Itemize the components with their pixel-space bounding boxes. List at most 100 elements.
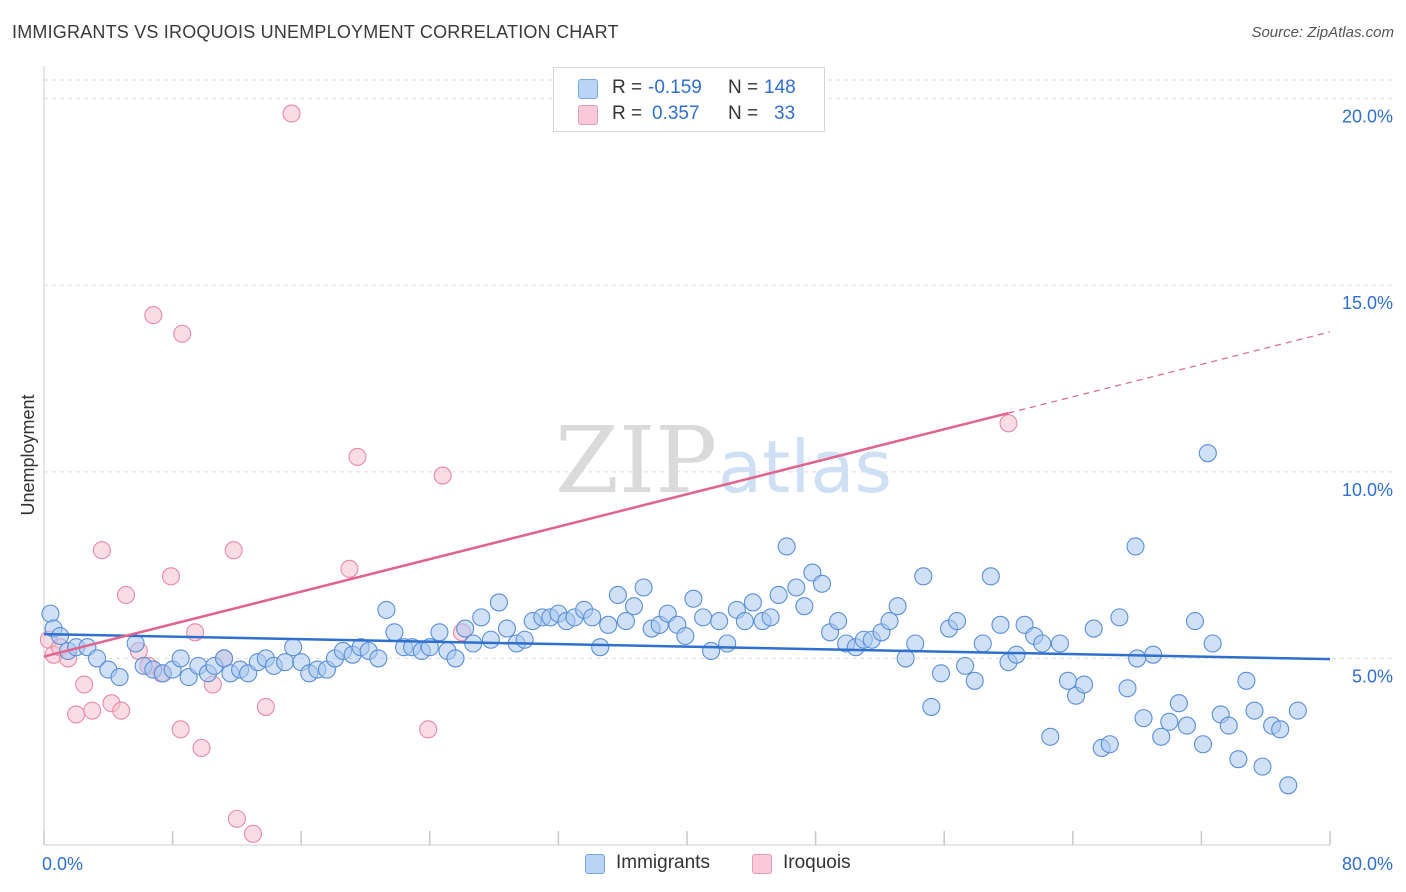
iroquois-point [282,104,301,123]
immigrants-point [1279,776,1298,795]
iroquois-trendline-extension [1008,331,1331,414]
legend-n-label: N = [728,77,759,98]
y-tick-label: 15.0% [1342,293,1393,313]
immigrants-point [171,649,190,668]
iroquois-swatch-icon [578,105,598,125]
immigrants-point [377,600,396,619]
immigrants-point [973,634,992,653]
immigrants-point [214,649,234,668]
immigrants-point [1177,716,1196,735]
trend-layer [43,331,1331,661]
immigrants-point [735,612,754,631]
immigrants-point [385,623,404,642]
iroquois-point [67,705,86,724]
iroquois-point [161,567,181,586]
immigrants-point [456,619,475,638]
immigrants-point [1128,649,1147,668]
iroquois-point [75,675,94,694]
immigrants-point [634,578,653,597]
immigrants-legend-icon [585,854,605,874]
immigrants-point [41,604,60,623]
immigrants-point [284,638,303,657]
axis-layer: 5.0% 10.0% 15.0% 20.0% [43,66,1393,846]
legend-r-value: -0.159 [648,77,702,98]
iroquois-point [144,306,163,325]
legend-n-label: N = [728,103,759,124]
immigrants-point [702,641,721,661]
immigrants-point [684,589,703,608]
immigrants-point [991,615,1010,634]
immigrants-point [1271,720,1290,739]
immigrants-point [965,671,984,690]
iroquois-point [433,466,452,485]
immigrants-point [616,612,635,631]
legend-r-label: R = [612,103,643,124]
immigrants-point [1134,709,1153,728]
iroquois-point [224,541,243,560]
immigrants-point [1245,701,1264,720]
immigrants-point [829,612,848,631]
y-tick-label: 10.0% [1342,480,1393,500]
immigrants-point [777,537,796,556]
immigrants-point [1050,634,1069,653]
immigrants-point [888,597,907,616]
immigrants-point [694,608,713,627]
immigrants-point [710,612,729,631]
immigrants-point [1160,712,1179,731]
immigrants-point [497,619,517,638]
iroquois-point [92,541,111,560]
immigrants-point [906,634,925,653]
immigrants-point [1100,735,1119,754]
legend-r-value: 0.357 [652,103,700,124]
y-tick-label: 20.0% [1342,107,1393,127]
immigrants-point [956,656,975,675]
correlation-legend: R = -0.159 N = 148 R = 0.357 N = 33 [553,67,825,132]
iroquois-point [116,585,136,605]
immigrants-point [1229,750,1248,769]
immigrants-point [1007,645,1026,664]
iroquois-point [173,324,192,343]
immigrants-point [1126,537,1145,556]
immigrants-point [110,668,129,687]
chart-title: IMMIGRANTS VS IROQUOIS UNEMPLOYMENT CORR… [12,22,619,42]
grid-layer [44,79,1395,659]
immigrants-point [795,597,814,616]
immigrants-point [769,585,788,605]
iroquois-point [112,701,131,720]
immigrants-point [914,567,933,586]
iroquois-legend-icon [752,854,772,874]
legend-n-value: 33 [774,103,796,124]
immigrants-point [1219,716,1238,735]
immigrants-point [472,608,491,627]
immigrants-point [1084,619,1103,638]
iroquois-point [256,697,275,716]
immigrants-point [896,649,915,668]
legend-label-iroquois: Iroquois [783,852,851,873]
x-tick-label-max: 80.0% [1342,854,1393,874]
legend-n-value: 148 [764,77,796,98]
immigrants-point [922,697,941,716]
immigrants-point [981,567,1000,586]
iroquois-point [348,447,367,466]
iroquois-point [171,720,190,739]
immigrants-point [87,649,107,668]
immigrants-point [1075,675,1094,694]
immigrants-point [446,649,465,668]
immigrants-point [1185,612,1205,631]
immigrants-point [1203,634,1222,653]
iroquois-point [999,414,1018,433]
immigrants-point [1193,735,1213,754]
immigrants-point [1152,727,1171,746]
iroquois-point [340,559,359,578]
iroquois-point [243,824,263,843]
x-tick-label-min: 0.0% [42,854,83,874]
immigrants-point [1110,608,1129,627]
immigrants-point [787,578,806,597]
iroquois-point [192,738,211,758]
immigrants-point [608,585,627,605]
immigrants-point [1118,679,1137,698]
immigrants-point [126,634,145,653]
immigrants-point [489,593,508,612]
immigrants-point [1033,634,1052,653]
